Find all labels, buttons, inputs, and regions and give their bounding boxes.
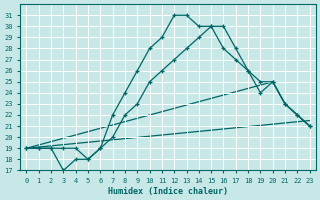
X-axis label: Humidex (Indice chaleur): Humidex (Indice chaleur) [108,187,228,196]
